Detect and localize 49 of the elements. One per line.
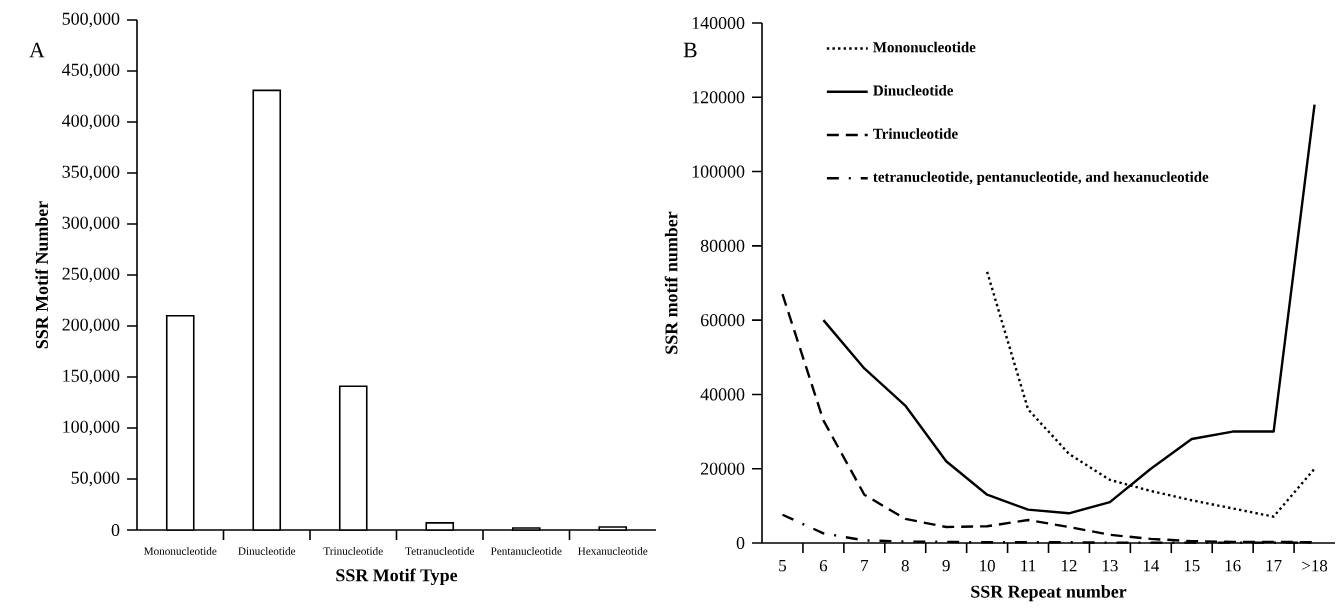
x-tick-label: 8 — [901, 560, 909, 572]
y-tick-label: 20000 — [700, 462, 745, 475]
legend-label: tetranucleotide, pentanucleotide, and hexanucleotide — [873, 171, 1209, 186]
text: A — [29, 42, 45, 58]
x-tick-label: 17 — [1266, 560, 1282, 572]
x-axis-title: SSR Motif Type — [336, 568, 458, 586]
text: B — [683, 42, 697, 58]
x-tick-label: 10 — [980, 560, 995, 572]
y-tick-label: 300,000 — [62, 216, 120, 232]
y-tick-label: 40000 — [700, 388, 745, 401]
x-tick-label: Tetranucleotide — [405, 547, 474, 555]
x-tick-label: Pentanucleotide — [490, 547, 562, 555]
y-tick-label: 50,000 — [71, 471, 120, 487]
y-tick-label: 200,000 — [62, 318, 120, 334]
x-tick-label: 11 — [1021, 560, 1036, 572]
y-tick-label: 80000 — [700, 239, 745, 252]
x-tick-label: 13 — [1102, 560, 1118, 572]
y-tick-label: 140000 — [692, 16, 745, 30]
x-tick-label: 15 — [1184, 560, 1200, 572]
y-tick-label: 60000 — [700, 314, 745, 327]
y-tick-label: 450,000 — [62, 63, 120, 79]
y-axis-title: SSR motif number — [664, 211, 678, 354]
x-tick-label: 5 — [779, 560, 787, 572]
y-tick-label: 100,000 — [63, 420, 120, 436]
y-tick-label: 100000 — [692, 165, 745, 178]
x-tick-label: 7 — [861, 560, 869, 572]
x-tick-label: 16 — [1225, 560, 1241, 572]
legend-label: Mononucleotide — [873, 41, 976, 53]
x-tick-label: 9 — [942, 560, 950, 572]
y-tick-label: 150,000 — [63, 369, 120, 385]
y-tick-label: 0 — [736, 536, 745, 550]
x-tick-label: Dinucleotide — [238, 547, 296, 555]
y-tick-label: 0 — [111, 523, 120, 537]
x-tick-label: Mononucleotide — [143, 547, 217, 555]
legend-label: Trinucleotide — [873, 128, 958, 139]
y-tick-label: 350,000 — [62, 165, 120, 181]
x-tick-label: 12 — [1062, 560, 1077, 572]
x-tick-label: 14 — [1143, 560, 1160, 572]
x-tick-label: >18 — [1302, 560, 1328, 572]
y-tick-label: 120000 — [692, 91, 745, 104]
x-axis-title: SSR Repeat number — [971, 585, 1127, 602]
y-axis-title: SSR Motif Number — [35, 201, 49, 349]
y-tick-label: 250,000 — [62, 267, 120, 283]
x-tick-label: Hexanucleotide — [578, 547, 648, 555]
x-tick-label: 6 — [819, 560, 828, 572]
y-tick-label: 500,000 — [62, 12, 120, 28]
x-tick-label: Trinucleotide — [323, 547, 383, 555]
y-tick-label: 400,000 — [62, 114, 120, 130]
legend-label: Dinucleotide — [873, 85, 954, 96]
